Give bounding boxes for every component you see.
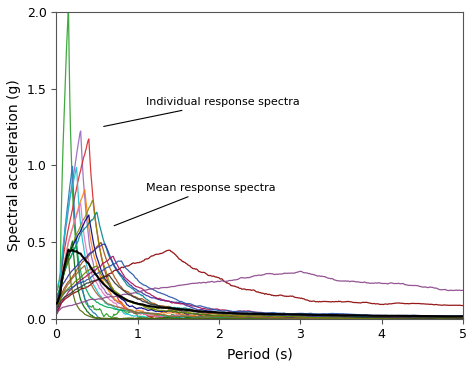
X-axis label: Period (s): Period (s) [227, 347, 292, 361]
Text: Individual response spectra: Individual response spectra [104, 97, 300, 127]
Y-axis label: Spectral acceleration (g): Spectral acceleration (g) [7, 79, 21, 251]
Text: Mean response spectra: Mean response spectra [114, 183, 275, 226]
